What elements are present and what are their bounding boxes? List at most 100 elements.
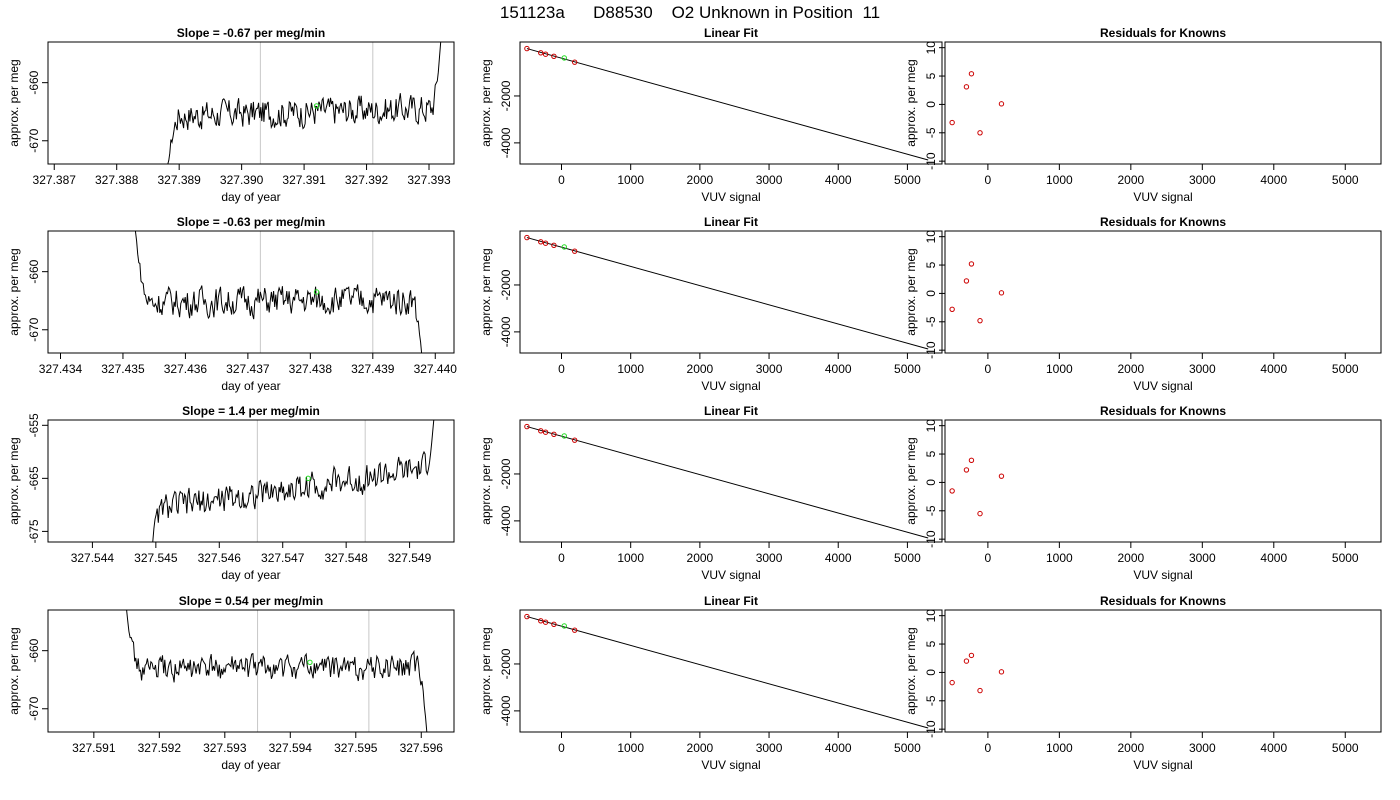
known-point bbox=[538, 239, 544, 245]
data-trace bbox=[134, 231, 423, 353]
x-tick-label: 327.438 bbox=[289, 362, 333, 376]
x-tick-label: 327.388 bbox=[95, 173, 139, 187]
residual-point bbox=[998, 669, 1005, 675]
panel-r1-fit: Linear Fit 0 1000 2000 3000 4000 5000 -2000 -400… bbox=[479, 26, 943, 204]
x-tick-label: 2000 bbox=[687, 362, 714, 376]
y-tick-label: -4000 bbox=[499, 505, 513, 536]
x-tick-label: 5000 bbox=[894, 173, 921, 187]
x-tick-label: 4000 bbox=[1260, 173, 1287, 187]
residual-point bbox=[949, 488, 955, 494]
x-tick-label: 3000 bbox=[1189, 551, 1216, 565]
residual-point bbox=[977, 130, 983, 136]
known-point bbox=[571, 248, 578, 254]
x-tick-label: 2000 bbox=[1117, 173, 1144, 187]
x-tick-label: 0 bbox=[558, 362, 565, 376]
x-tick-label: 327.391 bbox=[282, 173, 326, 187]
x-tick-label: 327.389 bbox=[157, 173, 201, 187]
known-point bbox=[542, 619, 549, 625]
panel-title: Residuals for Knowns bbox=[1100, 26, 1226, 40]
panel-r2-fit: Linear Fit 0 1000 2000 3000 4000 5000 -2000 -400… bbox=[479, 215, 943, 393]
y-axis-label: approx. per meg bbox=[904, 437, 918, 524]
y-tick-label: 5 bbox=[924, 261, 938, 268]
x-tick-label: 327.440 bbox=[414, 362, 458, 376]
x-tick-label: 327.436 bbox=[164, 362, 208, 376]
unknown-marker bbox=[313, 103, 320, 109]
x-tick-label: 5000 bbox=[1332, 741, 1359, 755]
panel-title: Residuals for Knowns bbox=[1100, 215, 1226, 229]
x-tick-label: 327.548 bbox=[324, 551, 368, 565]
y-tick-label: -2000 bbox=[499, 269, 513, 300]
x-tick-label: 327.439 bbox=[351, 362, 395, 376]
panel-r4-ts: Slope = 0.54 per meg/min 327.591 327.592 32… bbox=[7, 594, 455, 772]
plot-area bbox=[949, 261, 1005, 324]
y-tick-label: -4000 bbox=[499, 695, 513, 726]
residual-point bbox=[963, 658, 970, 664]
y-axis-label: approx. per meg bbox=[904, 248, 918, 335]
x-axis-label: VUV signal bbox=[701, 379, 760, 393]
x-tick-label: 5000 bbox=[894, 362, 921, 376]
y-axis-label: approx. per meg bbox=[7, 627, 21, 714]
residual-point bbox=[963, 84, 970, 90]
x-tick-label: 0 bbox=[985, 741, 992, 755]
y-tick-label: -2000 bbox=[499, 80, 513, 111]
plot-frame bbox=[519, 609, 943, 733]
y-tick-label: 5 bbox=[924, 640, 938, 647]
x-tick-label: 5000 bbox=[1332, 551, 1359, 565]
y-tick-label: -655 bbox=[27, 413, 41, 437]
data-trace bbox=[167, 42, 442, 164]
panel-r1-ts: Slope = -0.67 per meg/min 327.387 327.388 3… bbox=[7, 26, 455, 204]
y-tick-label: -5 bbox=[924, 505, 938, 516]
y-tick-label: 0 bbox=[924, 101, 938, 108]
y-tick-label: 5 bbox=[924, 72, 938, 79]
unknown-marker bbox=[313, 289, 320, 295]
panel-title: Slope = -0.63 per meg/min bbox=[177, 215, 325, 229]
x-tick-label: 327.434 bbox=[39, 362, 83, 376]
panel-title: Linear Fit bbox=[704, 594, 758, 608]
y-tick-label: -10 bbox=[924, 152, 938, 170]
y-tick-label: -5 bbox=[924, 127, 938, 138]
y-tick-label: 10 bbox=[924, 419, 938, 433]
residual-point bbox=[968, 71, 975, 77]
panel-r1-res: Residuals for Knowns 0 1000 2000 3000 4000 500… bbox=[904, 26, 1382, 204]
x-tick-label: 327.595 bbox=[334, 741, 378, 755]
x-tick-label: 2000 bbox=[1117, 741, 1144, 755]
plot-frame bbox=[944, 419, 1382, 543]
residual-point bbox=[998, 290, 1005, 296]
known-point bbox=[551, 621, 557, 628]
known-point bbox=[571, 59, 578, 65]
x-tick-label: 4000 bbox=[1260, 551, 1287, 565]
plot-area bbox=[949, 71, 1005, 136]
known-point bbox=[542, 240, 549, 246]
unknown-point bbox=[561, 55, 567, 61]
panel-r4-res: Residuals for Knowns 0 1000 2000 3000 4000 500… bbox=[904, 594, 1382, 772]
x-tick-label: 4000 bbox=[825, 173, 852, 187]
plot-area bbox=[524, 613, 929, 729]
plot-frame bbox=[944, 230, 1382, 354]
data-trace bbox=[152, 420, 435, 542]
x-tick-label: 1000 bbox=[617, 551, 644, 565]
x-tick-label: 4000 bbox=[1260, 362, 1287, 376]
x-tick-label: 327.544 bbox=[71, 551, 115, 565]
y-tick-label: -675 bbox=[27, 519, 41, 543]
panel-title: Slope = 0.54 per meg/min bbox=[179, 594, 323, 608]
y-axis-label: approx. per meg bbox=[7, 437, 21, 524]
x-tick-label: 2000 bbox=[687, 173, 714, 187]
x-tick-label: 327.392 bbox=[345, 173, 389, 187]
residual-point bbox=[968, 652, 975, 659]
known-point bbox=[524, 45, 530, 52]
x-axis-label: VUV signal bbox=[1133, 568, 1192, 582]
x-tick-label: 1000 bbox=[617, 362, 644, 376]
y-axis-label: approx. per meg bbox=[479, 248, 493, 335]
known-point bbox=[542, 429, 549, 435]
panel-r2-res: Residuals for Knowns 0 1000 2000 3000 4000 500… bbox=[904, 215, 1382, 393]
plot-frame bbox=[519, 230, 943, 354]
panel-r2-ts: Slope = -0.63 per meg/min 327.434 327.435 3… bbox=[7, 215, 457, 393]
y-tick-label: -10 bbox=[924, 530, 938, 548]
x-tick-label: 327.546 bbox=[198, 551, 242, 565]
x-tick-label: 327.545 bbox=[134, 551, 178, 565]
fit-line bbox=[526, 48, 929, 161]
x-tick-label: 327.593 bbox=[203, 741, 247, 755]
x-tick-label: 1000 bbox=[1046, 173, 1073, 187]
x-tick-label: 327.547 bbox=[261, 551, 305, 565]
